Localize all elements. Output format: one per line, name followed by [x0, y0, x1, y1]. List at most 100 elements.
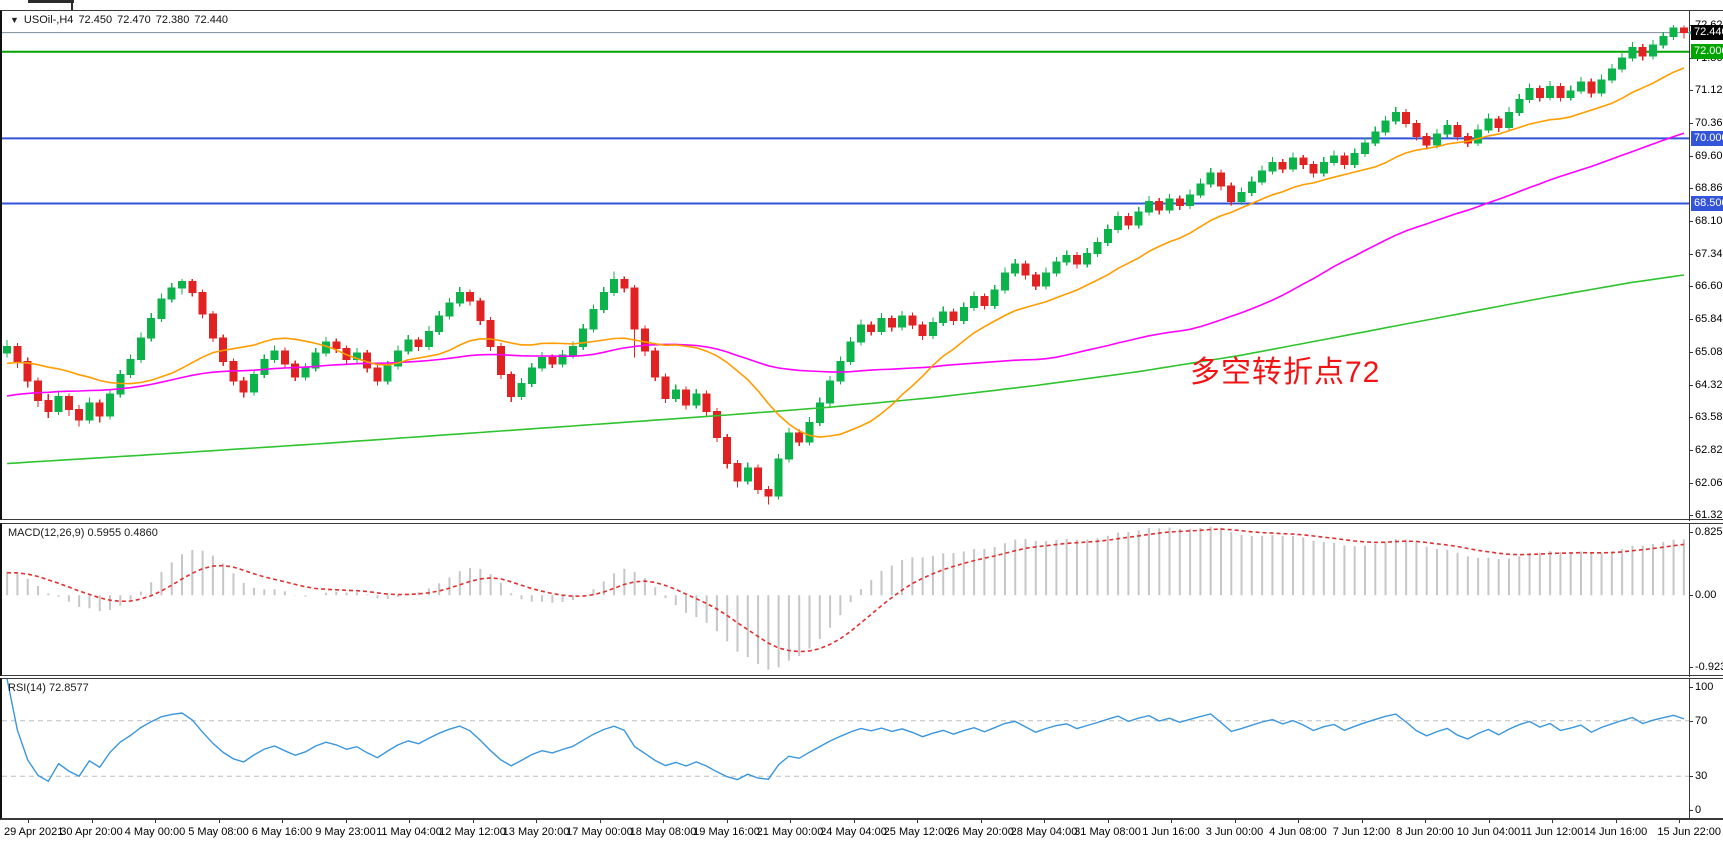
candlestick — [311, 352, 320, 369]
rsi-tick-label: 100 — [1695, 681, 1714, 693]
price-level-badge: 72.000 — [1691, 44, 1723, 60]
time-tick-mark — [1679, 820, 1680, 823]
pane-separator-rsi[interactable] — [0, 675, 1723, 679]
time-axis[interactable]: 29 Apr 2021 30 Apr 20:00 4 May 00:00 5 May … — [0, 819, 1723, 846]
time-tick-mark — [1425, 820, 1426, 823]
candlestick — [1484, 118, 1493, 131]
candlestick — [661, 376, 670, 400]
quote-close: 72.440 — [194, 14, 229, 26]
candlestick — [970, 296, 979, 308]
time-tick-mark — [345, 820, 347, 823]
candlestick — [1648, 44, 1657, 57]
candlestick — [949, 311, 958, 321]
price-tick-mark — [1689, 720, 1693, 722]
candlestick — [990, 289, 999, 306]
candlestick — [640, 328, 649, 352]
candlestick — [527, 367, 536, 384]
time-axis-label: 12 May 12:00 — [439, 826, 506, 838]
candlestick — [599, 291, 608, 311]
price-tick-mark — [1689, 687, 1693, 688]
time-tick-mark — [472, 820, 474, 823]
price-tick-label: 68.100 — [1695, 214, 1723, 227]
candlestick — [466, 291, 475, 302]
candlestick — [1186, 194, 1195, 207]
candlestick — [1360, 142, 1369, 155]
time-axis-label: 5 May 08:00 — [188, 826, 249, 838]
time-tick-mark — [1044, 820, 1045, 823]
time-tick-mark — [91, 820, 93, 823]
macd-histogram — [6, 526, 1685, 670]
candlestick — [939, 311, 948, 324]
candlestick — [147, 317, 156, 339]
candlestick — [260, 358, 269, 376]
candlestick — [1042, 272, 1051, 287]
time-tick-mark — [790, 820, 791, 823]
candlestick — [1309, 163, 1318, 174]
candlestick — [394, 350, 403, 367]
candlestick — [1340, 155, 1349, 165]
candlestick — [1278, 161, 1287, 170]
candlestick — [157, 298, 166, 319]
time-axis-label: 14 Jun 16:00 — [1583, 826, 1648, 838]
candlestick — [867, 324, 876, 332]
candlestick — [568, 345, 577, 356]
time-axis-label: 4 Jun 08:00 — [1269, 826, 1327, 838]
candlestick — [1669, 27, 1678, 38]
candlestick — [95, 402, 104, 417]
candlestick — [517, 382, 526, 397]
candlestick — [1474, 129, 1483, 144]
time-tick-mark — [1361, 820, 1363, 823]
time-tick-mark — [1171, 820, 1172, 823]
candlestick — [1237, 192, 1246, 202]
rsi-plot — [2, 679, 1690, 820]
candlestick — [291, 363, 300, 378]
candlestick — [178, 280, 187, 289]
price-tick-mark — [1689, 416, 1693, 418]
time-tick-mark — [663, 820, 664, 823]
symbol-name: USOil-,H4 — [23, 14, 74, 26]
time-axis-label: 26 May 20:00 — [947, 826, 1014, 838]
time-axis-label: 25 May 12:00 — [883, 826, 951, 838]
rsi-tick-label: 70 — [1695, 714, 1708, 727]
candlestick — [1618, 57, 1627, 70]
candlestick — [1504, 111, 1513, 129]
candlestick — [682, 389, 691, 406]
candlestick — [1576, 81, 1585, 92]
candlestick — [959, 306, 968, 321]
candlestick — [1000, 272, 1009, 291]
candlestick — [1062, 254, 1071, 263]
rsi-pane[interactable]: RSI(14) 72.8577 100 70 30 0 — [0, 678, 1723, 820]
main-chart-pane[interactable]: ▼ USOil-,H4 72.450 72.470 72.380 72.440 … — [0, 10, 1723, 521]
price-tick-label: 62.820 — [1695, 443, 1723, 456]
candlestick — [23, 361, 32, 382]
candlestick — [1330, 155, 1339, 163]
price-tick-label: 67.340 — [1695, 247, 1723, 260]
pane-separator-macd[interactable] — [0, 519, 1723, 524]
candlestick — [712, 411, 721, 439]
candlestick — [887, 317, 896, 328]
macd-pane[interactable]: MACD(12,26,9) 0.5955 0.4860 0.8254 0.00 -0… — [0, 523, 1723, 677]
price-tick-label: 63.580 — [1695, 410, 1723, 423]
candlestick — [54, 395, 63, 413]
window-edge-fragment — [28, 0, 74, 3]
chevron-down-icon[interactable]: ▼ — [10, 15, 19, 25]
candlestick — [846, 341, 855, 363]
time-axis-label: 11 Jun 12:00 — [1520, 826, 1584, 838]
price-tick-mark — [1689, 667, 1693, 668]
candlestick — [383, 365, 392, 382]
candlestick — [1443, 124, 1452, 135]
price-tick-mark — [1689, 122, 1693, 124]
price-level-badge: 68.500 — [1691, 195, 1723, 211]
candlestick — [733, 463, 742, 482]
quote-high: 72.470 — [117, 14, 151, 26]
candlestick — [1422, 135, 1431, 146]
candlestick — [548, 356, 557, 365]
time-axis-label: 6 May 16:00 — [251, 826, 313, 838]
candlestick — [188, 280, 197, 293]
candlestick — [1607, 68, 1616, 81]
candlestick — [877, 317, 886, 332]
time-axis-label: 1 Jun 16:00 — [1142, 826, 1200, 838]
price-tick-mark — [1689, 187, 1693, 189]
candlestick — [1165, 198, 1174, 211]
candlestick — [1227, 185, 1236, 202]
